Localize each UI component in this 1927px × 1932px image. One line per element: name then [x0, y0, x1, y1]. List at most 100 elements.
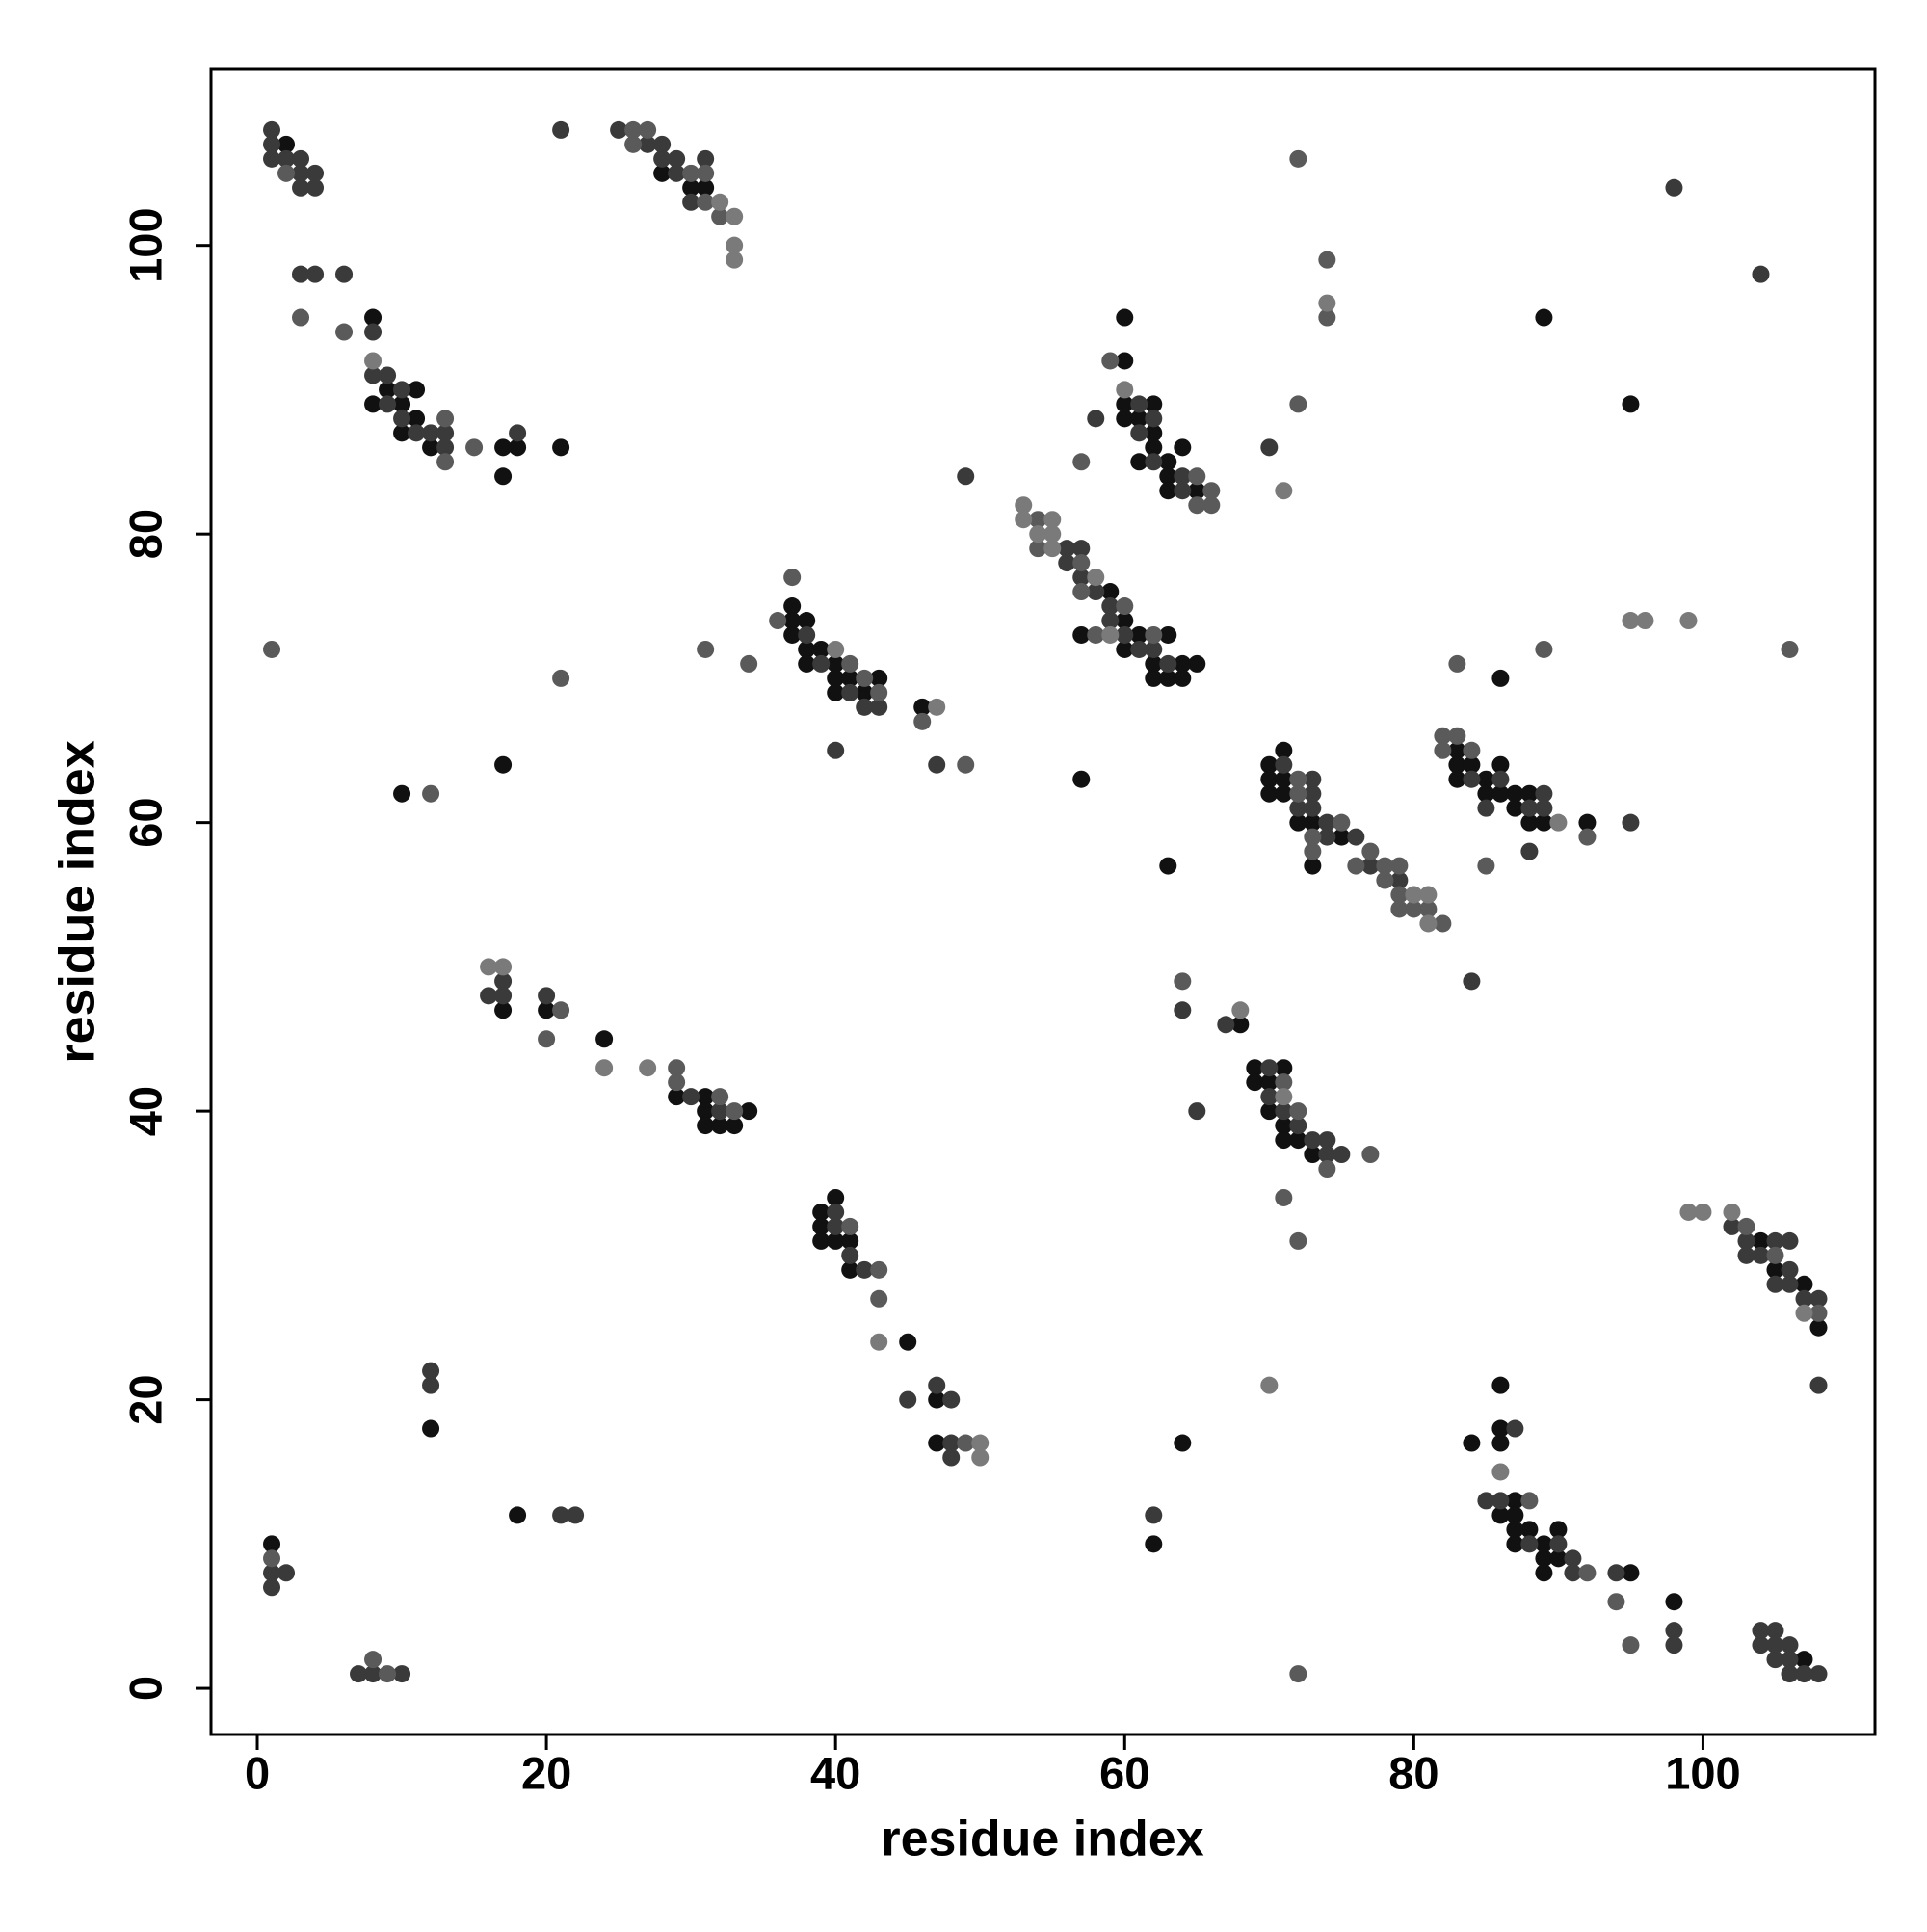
- point: [1434, 727, 1452, 745]
- point: [812, 1203, 831, 1221]
- point: [827, 1188, 845, 1206]
- point: [1752, 1622, 1770, 1640]
- point: [1448, 654, 1466, 673]
- point: [1491, 669, 1510, 687]
- point: [1477, 1492, 1495, 1510]
- point: [1477, 857, 1495, 875]
- point: [422, 1419, 440, 1438]
- point: [1491, 784, 1510, 803]
- point: [1390, 900, 1409, 918]
- point: [899, 1390, 917, 1409]
- point: [1520, 784, 1539, 803]
- point: [1275, 741, 1293, 759]
- point: [697, 1117, 715, 1135]
- point: [1275, 1102, 1293, 1121]
- point: [971, 1448, 990, 1467]
- point: [1275, 784, 1293, 803]
- y-axis-label: residue index: [50, 740, 106, 1063]
- point: [1260, 784, 1279, 803]
- point: [1520, 1535, 1539, 1553]
- point: [1347, 857, 1365, 875]
- point: [697, 149, 715, 168]
- point: [711, 207, 729, 225]
- point: [1607, 1593, 1625, 1611]
- point: [1188, 1102, 1206, 1121]
- point: [841, 683, 859, 701]
- point: [783, 612, 802, 630]
- point: [928, 755, 946, 774]
- point: [1304, 1146, 1322, 1164]
- point: [364, 1665, 383, 1683]
- point: [1766, 1275, 1784, 1293]
- point: [1448, 741, 1466, 759]
- point: [971, 1434, 990, 1452]
- point: [1390, 886, 1409, 904]
- point: [1304, 1131, 1322, 1150]
- point: [1781, 640, 1799, 658]
- point: [1058, 540, 1076, 558]
- point: [1275, 755, 1293, 774]
- point: [1260, 1073, 1279, 1092]
- point: [1304, 799, 1322, 817]
- point: [1463, 1434, 1481, 1452]
- point: [465, 438, 484, 457]
- point: [1549, 1549, 1568, 1568]
- point: [928, 1376, 946, 1394]
- point: [1145, 395, 1163, 413]
- point: [1491, 1492, 1510, 1510]
- point: [856, 683, 874, 701]
- point: [1130, 453, 1148, 471]
- point: [1043, 511, 1062, 529]
- point: [1463, 741, 1481, 759]
- point: [1260, 755, 1279, 774]
- point: [1795, 1651, 1813, 1669]
- point: [480, 987, 498, 1005]
- point: [1809, 1376, 1828, 1394]
- point: [1260, 1376, 1279, 1394]
- point: [1781, 1665, 1799, 1683]
- point: [292, 164, 310, 182]
- point: [639, 135, 657, 153]
- point: [494, 987, 513, 1005]
- point: [1116, 381, 1134, 399]
- point: [1809, 1304, 1828, 1322]
- point: [1506, 1535, 1524, 1553]
- point: [1564, 1564, 1582, 1582]
- point: [942, 1390, 961, 1409]
- point: [393, 1665, 411, 1683]
- point: [1491, 1434, 1510, 1452]
- point: [1217, 1016, 1235, 1034]
- point: [494, 467, 513, 486]
- point: [740, 1102, 758, 1121]
- point: [1448, 727, 1466, 745]
- point: [1159, 669, 1177, 687]
- point: [1231, 1016, 1250, 1034]
- point: [1665, 178, 1683, 197]
- point: [1535, 813, 1553, 832]
- point: [957, 755, 975, 774]
- point: [1260, 1102, 1279, 1121]
- point: [1159, 482, 1177, 500]
- point: [1520, 1492, 1539, 1510]
- point: [408, 381, 426, 399]
- point: [1781, 1231, 1799, 1250]
- point: [1766, 1651, 1784, 1669]
- point: [1491, 1376, 1510, 1394]
- point: [1072, 569, 1091, 587]
- point: [364, 323, 383, 341]
- point: [1390, 871, 1409, 889]
- point: [1029, 525, 1047, 543]
- point: [1015, 511, 1033, 529]
- point: [1116, 395, 1134, 413]
- point: [639, 120, 657, 139]
- point: [827, 640, 845, 658]
- point: [1622, 1636, 1640, 1654]
- point: [1087, 410, 1105, 428]
- point: [552, 1506, 570, 1524]
- point: [1260, 1088, 1279, 1106]
- point: [1535, 1549, 1553, 1568]
- point: [1174, 482, 1192, 500]
- point: [1174, 438, 1192, 457]
- point: [552, 1001, 570, 1019]
- point: [1578, 828, 1597, 846]
